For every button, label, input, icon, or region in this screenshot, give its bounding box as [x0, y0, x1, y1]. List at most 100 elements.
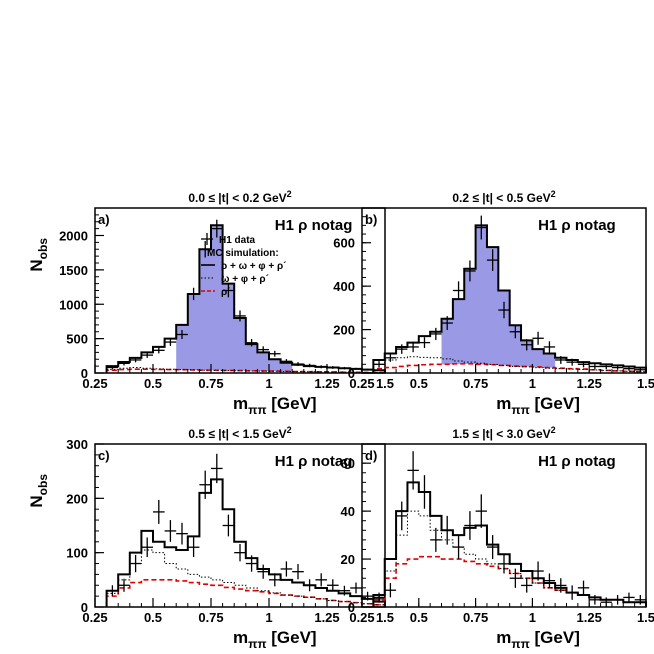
data-point — [327, 579, 339, 592]
data-point — [350, 582, 362, 594]
data-point — [234, 310, 246, 322]
data-point — [106, 365, 119, 370]
data-point — [303, 579, 316, 592]
data-point — [187, 537, 200, 558]
data-point — [600, 597, 612, 607]
data-point — [634, 595, 646, 605]
data-point — [361, 591, 374, 601]
data-point — [396, 344, 408, 354]
y-tick-label: 1500 — [59, 263, 88, 278]
data-point — [441, 316, 453, 331]
data-point — [464, 260, 476, 282]
data-point — [350, 367, 362, 370]
y-tick-label: 0 — [81, 600, 88, 615]
y-tick-label: 300 — [66, 437, 88, 452]
data-point — [164, 520, 177, 542]
x-tick-label: 1.5 — [637, 376, 654, 391]
x-tick-label: 1.5 — [637, 610, 654, 625]
data-point — [396, 501, 408, 531]
x-tick-label: 0.75 — [198, 610, 223, 625]
panel-letter: b) — [365, 212, 377, 227]
data-point — [373, 361, 385, 368]
x-tick-label: 1 — [529, 376, 536, 391]
legend-data-label: H1 data — [219, 235, 256, 246]
panel-letter: a) — [98, 212, 110, 227]
y-tick-label: 40 — [341, 504, 355, 519]
data-point — [211, 453, 223, 484]
data-point — [532, 331, 544, 345]
x-tick-label: 0.25 — [349, 376, 374, 391]
x-tick-label: 1 — [265, 376, 272, 391]
data-point — [486, 535, 499, 560]
data-point — [338, 585, 351, 596]
panel-title: 0.0 ≤ |t| < 0.2 GeV2 — [188, 189, 291, 205]
panel-tag: H1 ρ notag — [538, 217, 616, 234]
data-point — [373, 592, 385, 603]
x-axis-label: mππ [GeV] — [496, 394, 580, 417]
data-point — [384, 353, 397, 362]
y-tick-label: 200 — [66, 491, 88, 506]
legend-red-label: ρ´ — [221, 287, 231, 298]
x-tick-label: 0.75 — [463, 610, 488, 625]
data-point — [211, 219, 223, 238]
x-tick-label: 1 — [529, 610, 536, 625]
data-point — [269, 573, 281, 587]
data-point — [315, 573, 327, 587]
data-point — [257, 346, 269, 353]
y-tick-label: 100 — [66, 546, 88, 561]
x-tick-label: 0.5 — [410, 610, 428, 625]
plot-frame — [94, 443, 386, 608]
data-point — [141, 352, 153, 358]
data-points — [373, 215, 646, 372]
y-tick-label: 20 — [341, 552, 355, 567]
data-point — [521, 339, 533, 351]
plot-frame — [361, 207, 647, 374]
chart-panel-4: 0.25 0.5 0.75 1 1.25 1.5 0 20 40 60 1.5 ≤ |t| < 3.… — [341, 425, 654, 651]
data-point — [418, 337, 431, 349]
panel-tag: H1 ρ notag — [275, 217, 353, 234]
data-point — [418, 475, 431, 509]
y-axis-label: Nobs — [27, 238, 50, 272]
data-point — [315, 365, 327, 369]
panel-tag: H1 ρ notag — [538, 453, 616, 470]
data-point — [509, 568, 522, 588]
legend: H1 data MC simulation: ρ + ω + φ + ρ´ ω + φ… — [201, 233, 287, 298]
data-point — [187, 287, 200, 301]
x-tick-label: 0.25 — [82, 610, 107, 625]
data-point — [303, 363, 316, 368]
y-tick-label: 0 — [348, 366, 355, 381]
data-point — [498, 301, 510, 319]
data-point — [452, 281, 465, 300]
data-point — [327, 366, 339, 369]
panel-title: 0.5 ≤ |t| < 1.5 GeV2 — [188, 425, 291, 441]
y-tick-label: 400 — [333, 279, 355, 294]
data-point — [407, 341, 419, 353]
x-tick-label: 1.25 — [577, 376, 602, 391]
data-point — [199, 470, 211, 499]
y-tick-label: 0 — [348, 600, 355, 615]
chart-panel-2: 0.25 0.5 0.75 1 1.25 1.5 0 200 400 600 0.2 ≤ |t| <… — [333, 189, 654, 417]
data-point — [611, 595, 624, 605]
x-tick-label: 0.5 — [144, 376, 162, 391]
data-point — [611, 365, 624, 370]
data-point — [464, 511, 476, 540]
y-tick-label: 600 — [333, 236, 355, 251]
data-point — [600, 363, 612, 370]
y-tick-label: 1000 — [59, 297, 88, 312]
data-point — [118, 578, 130, 592]
data-point — [292, 564, 304, 580]
data-point — [222, 283, 235, 298]
x-axis-label: mππ [GeV] — [233, 628, 317, 651]
x-tick-label: 1.5 — [376, 376, 394, 391]
data-point — [222, 514, 235, 537]
data-point — [634, 368, 646, 372]
data-point — [141, 537, 153, 558]
x-axis-label: mππ [GeV] — [233, 394, 317, 417]
data-point — [245, 338, 258, 347]
data-point — [164, 338, 177, 346]
data-point — [384, 583, 397, 598]
data-point — [280, 561, 293, 577]
